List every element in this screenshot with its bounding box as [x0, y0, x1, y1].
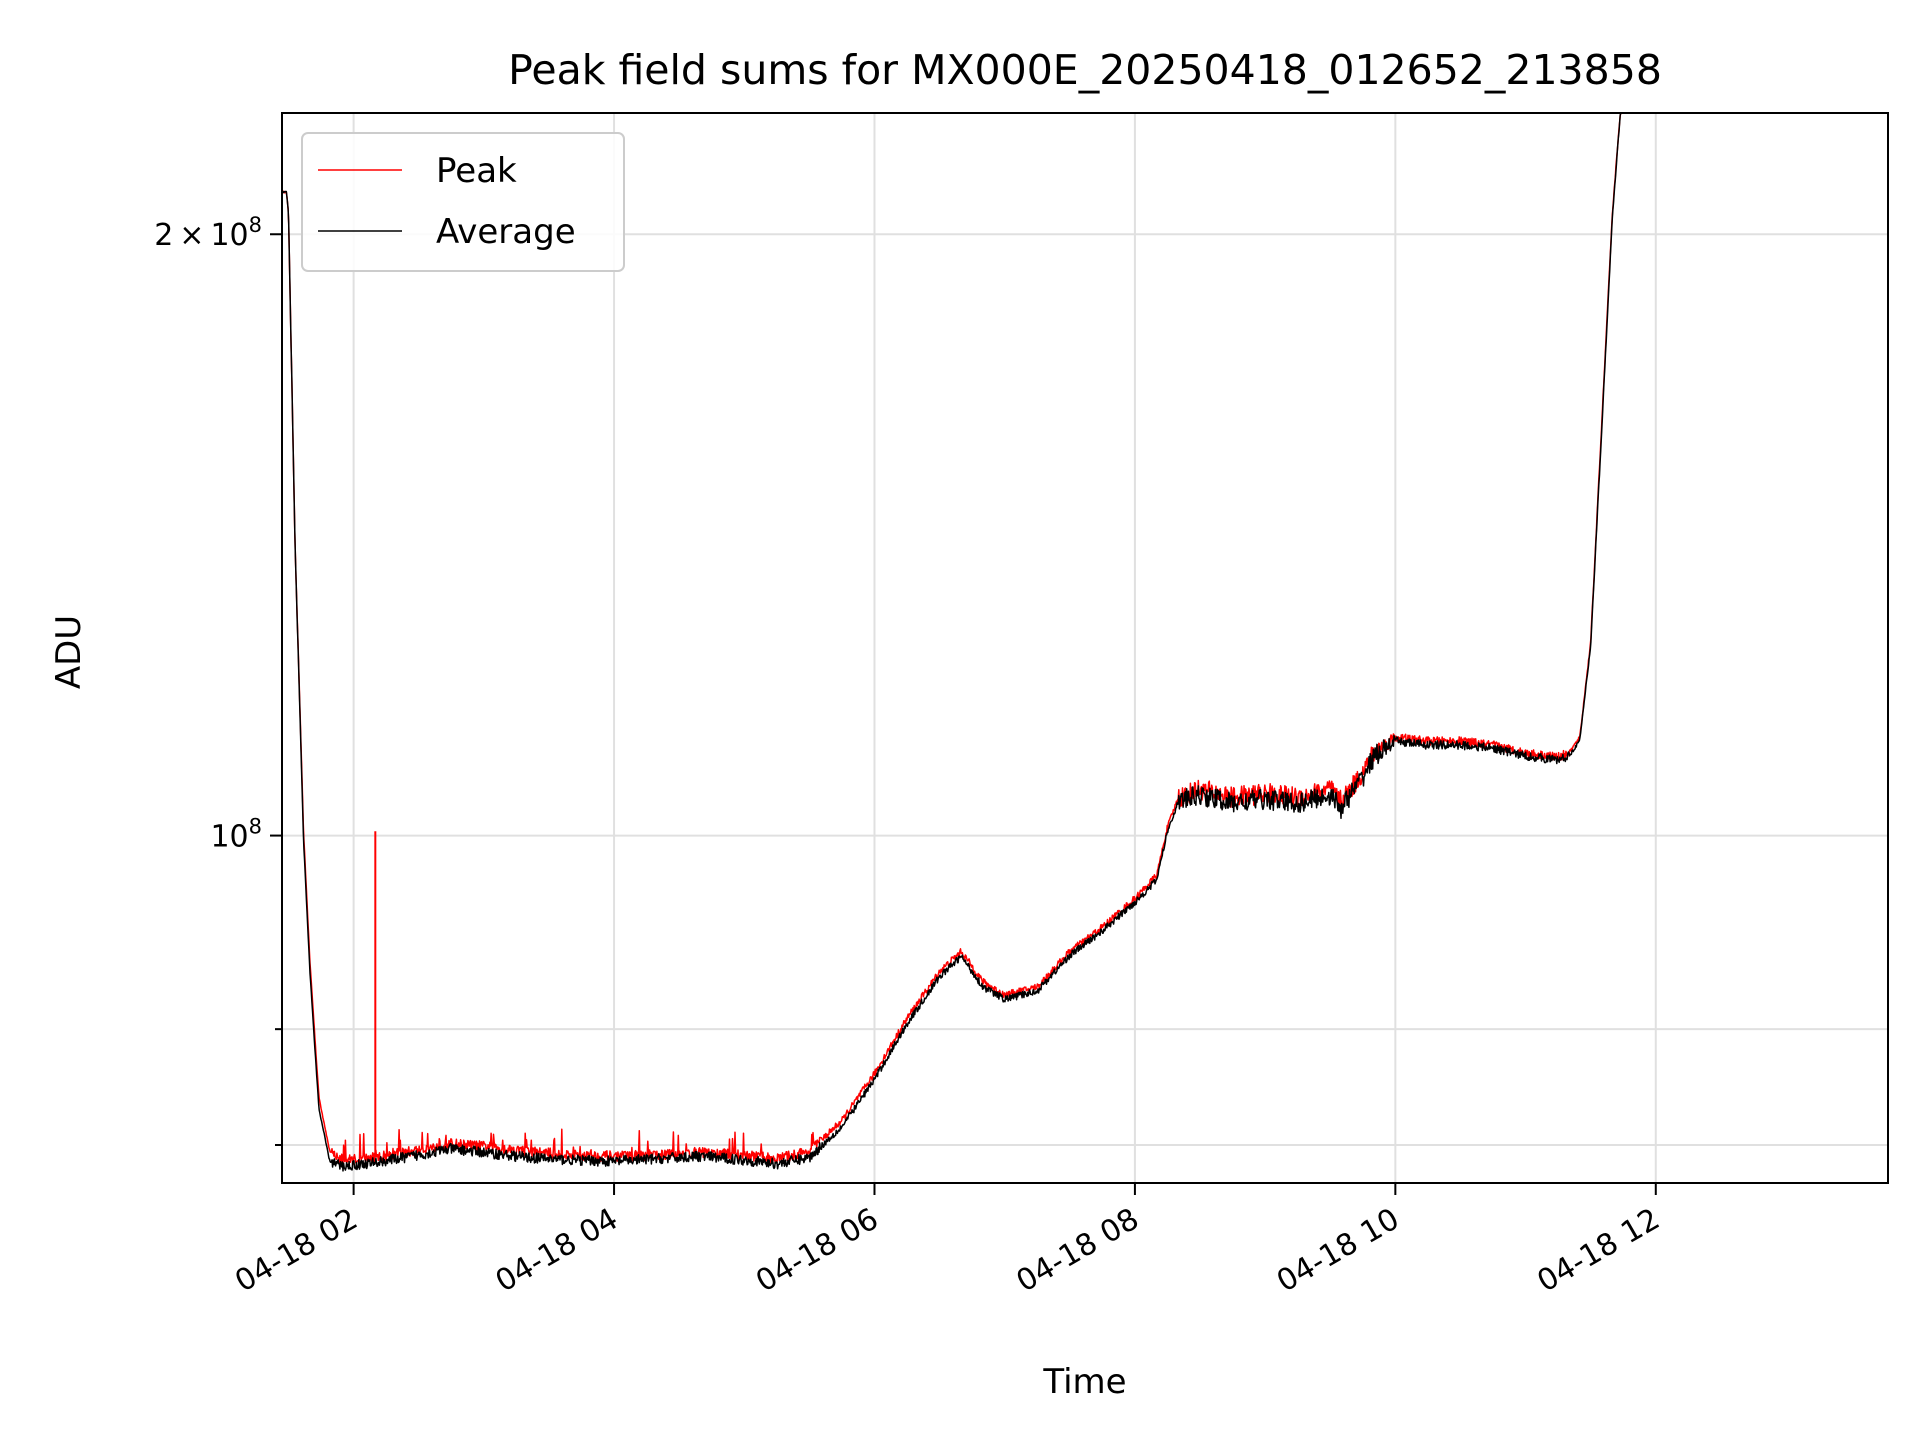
legend: Peak Average [301, 132, 625, 272]
series-lines [281, 112, 1624, 1172]
legend-box [301, 132, 625, 272]
y-tick-label: 108 [210, 815, 262, 855]
series-line-average [281, 112, 1624, 1172]
legend-label-average: Average [436, 212, 576, 252]
legend-label-peak: Peak [436, 151, 517, 191]
chart-title: Peak field sums for MX000E_20250418_0126… [508, 46, 1662, 94]
y-axis-label: ADU [49, 615, 89, 689]
x-axis-label: Time [1042, 1362, 1126, 1402]
plot-frame [281, 112, 1889, 1184]
grid [282, 113, 1888, 1183]
y-tick-label: 2 × 108 [154, 213, 262, 253]
